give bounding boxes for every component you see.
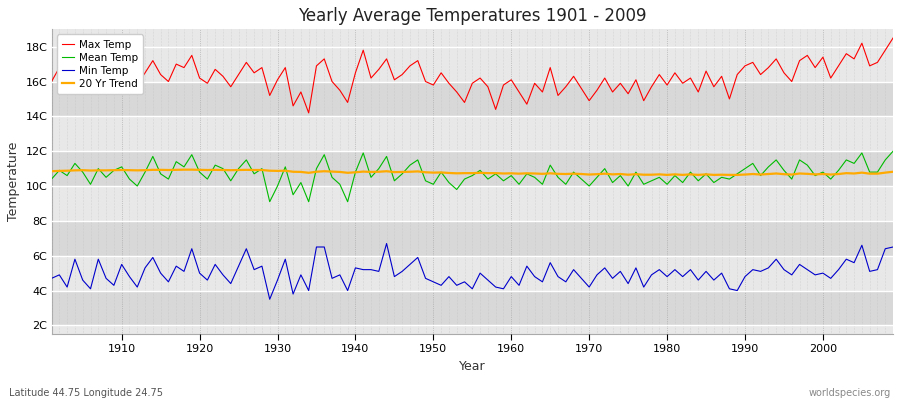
- Mean Temp: [46, 177, 57, 182]
- Max Temp: [514, 90, 525, 94]
- X-axis label: Year: Year: [459, 360, 486, 373]
- Mean Temp: [608, 180, 618, 185]
- Y-axis label: Temperature: Temperature: [7, 142, 20, 221]
- Min Temp: [521, 264, 532, 268]
- Line: 20 Yr Trend: 20 Yr Trend: [51, 170, 893, 175]
- Line: Min Temp: Min Temp: [51, 244, 893, 299]
- Line: Max Temp: Max Temp: [51, 38, 893, 113]
- Text: worldspecies.org: worldspecies.org: [809, 388, 891, 398]
- Bar: [51, 151, 893, 186]
- 20 Yr Trend: [887, 169, 898, 174]
- Mean Temp: [514, 182, 525, 187]
- 20 Yr Trend: [46, 169, 57, 174]
- Max Temp: [335, 88, 346, 93]
- Max Temp: [303, 110, 314, 115]
- Mean Temp: [265, 199, 275, 204]
- 20 Yr Trend: [608, 172, 618, 177]
- 20 Yr Trend: [288, 169, 299, 174]
- Mean Temp: [335, 182, 346, 187]
- Bar: [51, 82, 893, 116]
- Max Temp: [887, 36, 898, 40]
- Legend: Max Temp, Mean Temp, Min Temp, 20 Yr Trend: Max Temp, Mean Temp, Min Temp, 20 Yr Tre…: [57, 34, 143, 94]
- Bar: [51, 186, 893, 221]
- Min Temp: [887, 244, 898, 249]
- Mean Temp: [887, 149, 898, 154]
- Max Temp: [280, 65, 291, 70]
- Min Temp: [514, 283, 525, 288]
- Bar: [51, 256, 893, 290]
- Max Temp: [109, 55, 120, 60]
- Bar: [51, 116, 893, 151]
- Text: Latitude 44.75 Longitude 24.75: Latitude 44.75 Longitude 24.75: [9, 388, 163, 398]
- Bar: [51, 221, 893, 256]
- Min Temp: [615, 269, 626, 274]
- Min Temp: [382, 241, 392, 246]
- Max Temp: [608, 90, 618, 94]
- 20 Yr Trend: [335, 170, 346, 174]
- Line: Mean Temp: Mean Temp: [51, 151, 893, 202]
- 20 Yr Trend: [506, 171, 517, 176]
- Max Temp: [46, 79, 57, 84]
- Min Temp: [109, 283, 120, 288]
- Bar: [51, 290, 893, 325]
- Mean Temp: [109, 168, 120, 173]
- Min Temp: [46, 276, 57, 281]
- Mean Temp: [506, 173, 517, 178]
- Title: Yearly Average Temperatures 1901 - 2009: Yearly Average Temperatures 1901 - 2009: [298, 7, 646, 25]
- 20 Yr Trend: [178, 167, 189, 172]
- Min Temp: [288, 292, 299, 296]
- Max Temp: [506, 77, 517, 82]
- Mean Temp: [288, 192, 299, 197]
- Min Temp: [335, 272, 346, 277]
- 20 Yr Trend: [662, 172, 672, 177]
- 20 Yr Trend: [514, 171, 525, 176]
- Bar: [51, 47, 893, 82]
- 20 Yr Trend: [109, 168, 120, 172]
- Min Temp: [265, 297, 275, 302]
